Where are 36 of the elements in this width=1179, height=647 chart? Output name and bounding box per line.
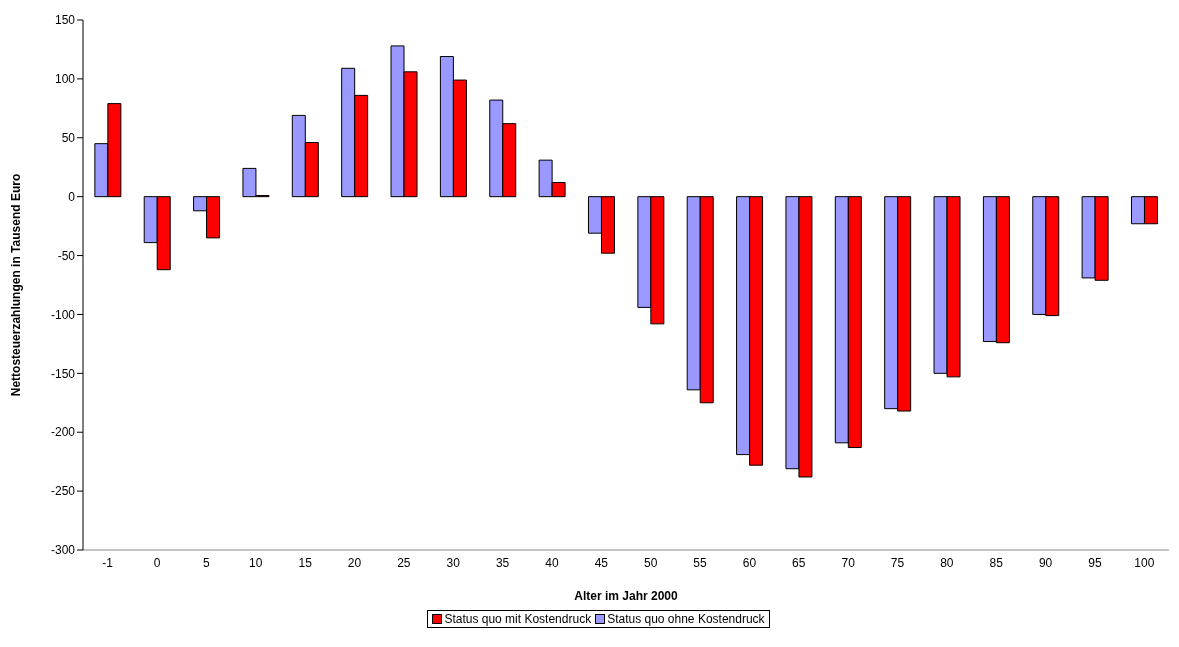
x-tick-label: 100 xyxy=(1134,555,1155,570)
y-tick-label: -300 xyxy=(50,543,76,558)
x-tick-label: 0 xyxy=(153,555,161,570)
x-axis-title: Alter im Jahr 2000 xyxy=(574,589,679,603)
x-tick-label: 90 xyxy=(1038,555,1053,570)
x-tick-label: 40 xyxy=(545,555,559,570)
legend-label: Status quo ohne Kostendruck xyxy=(606,612,765,626)
x-tick-label: 70 xyxy=(841,555,856,570)
x-tick-label: 30 xyxy=(446,555,461,570)
x-tick-label: -1 xyxy=(102,555,114,570)
x-tick-label: 80 xyxy=(940,555,954,570)
x-tick-label: 95 xyxy=(1088,555,1102,570)
x-tick-label: 75 xyxy=(890,555,905,570)
x-tick-label: 35 xyxy=(495,555,510,570)
y-tick-label: 100 xyxy=(54,72,76,87)
y-tick-label: -50 xyxy=(57,248,76,263)
y-tick-label: 50 xyxy=(61,131,76,146)
y-tick-label: -250 xyxy=(50,484,76,499)
x-tick-label: 50 xyxy=(644,555,658,570)
x-tick-label: 25 xyxy=(397,555,411,570)
x-tick-label: 10 xyxy=(249,555,263,570)
x-tick-label: 20 xyxy=(347,555,362,570)
x-tick-label: 45 xyxy=(594,555,609,570)
y-tick-label: -150 xyxy=(50,366,76,381)
x-tick-label: 5 xyxy=(203,555,211,570)
x-tick-label: 15 xyxy=(298,555,313,570)
y-tick-label: 0 xyxy=(68,189,76,204)
y-tick-label: 150 xyxy=(54,13,76,28)
x-tick-label: 85 xyxy=(989,555,1004,570)
y-tick-label: -200 xyxy=(50,425,76,440)
y-tick-label: -100 xyxy=(50,307,76,322)
x-tick-label: 60 xyxy=(742,555,757,570)
legend-label: Status quo mit Kostendruck xyxy=(443,612,592,626)
x-tick-label: 65 xyxy=(792,555,806,570)
y-axis-title: Nettosteuerzahlungen in Tausend Euro xyxy=(9,173,24,397)
x-tick-label: 55 xyxy=(693,555,708,570)
